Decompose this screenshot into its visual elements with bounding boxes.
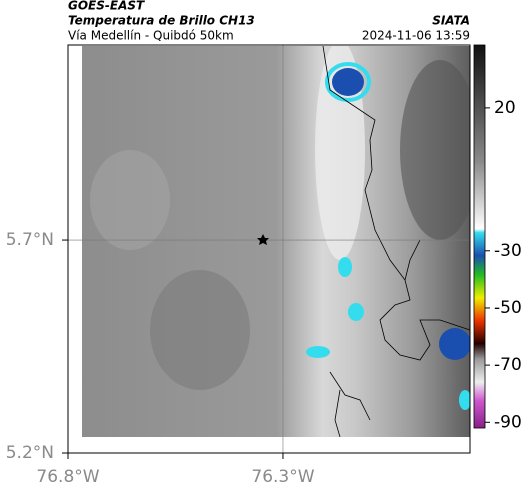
city-marker <box>257 234 269 245</box>
satellite-image <box>82 46 470 437</box>
colorbar-tick-label: -30 <box>494 241 522 261</box>
colorbar-tick-label: -90 <box>494 412 522 432</box>
map-frame <box>67 44 471 454</box>
organization: SIATA <box>432 14 470 28</box>
region: Vía Medellín - Quibdó 50km <box>68 29 234 43</box>
product: Temperatura de Brillo CH13 <box>68 14 255 28</box>
timestamp: 2024-11-06 13:59 <box>362 29 470 43</box>
lat-tick-label: 5.7°N <box>6 230 54 250</box>
colorbar-tick-label: 20 <box>494 98 516 118</box>
lon-tick-label: 76.8°W <box>36 467 99 487</box>
colorbar <box>473 44 486 429</box>
colorbar-tick-label: -50 <box>494 298 522 318</box>
lat-tick-label: 5.2°N <box>6 443 54 463</box>
lon-tick-label: 76.3°W <box>251 467 314 487</box>
colorbar-tick-label: -70 <box>494 355 522 375</box>
source: GOES-EAST <box>68 0 145 13</box>
